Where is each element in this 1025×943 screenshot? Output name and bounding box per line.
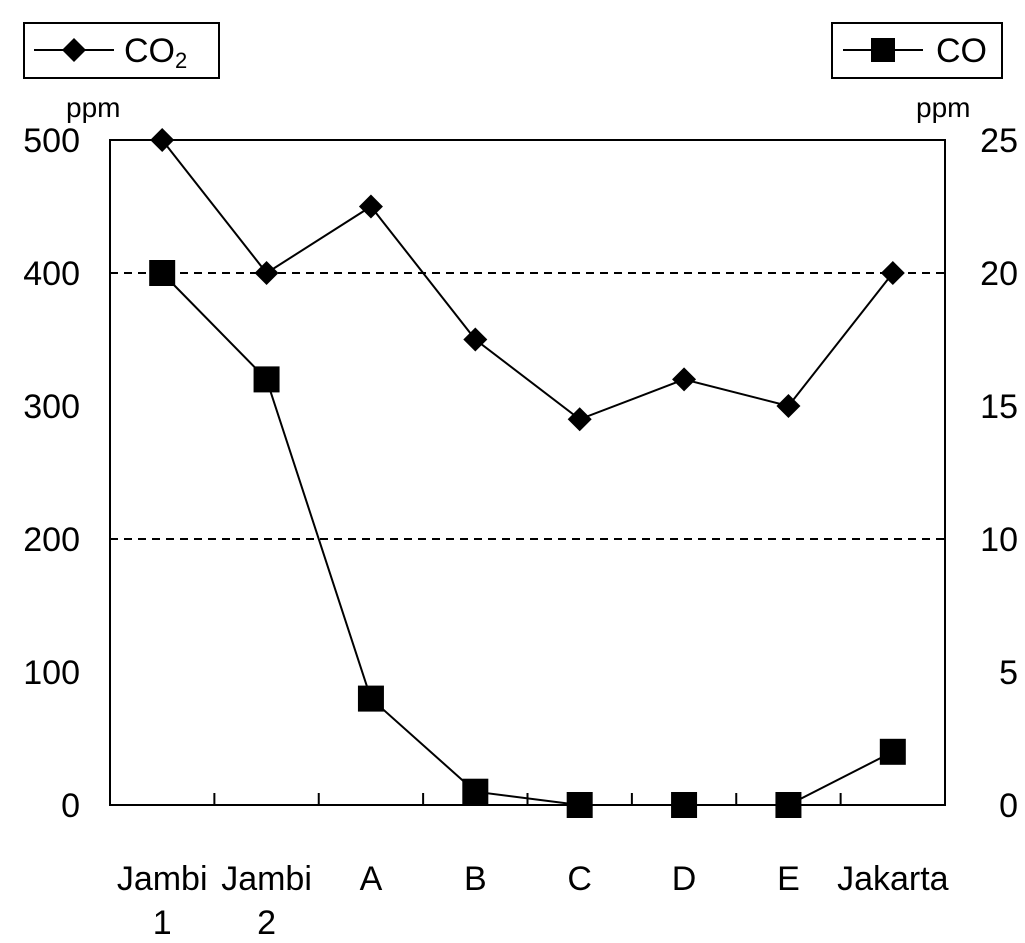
co-point-0 xyxy=(149,260,176,286)
right-tick-label-15: 15 xyxy=(980,388,1018,426)
left-tick-label-400: 400 xyxy=(23,255,80,293)
co-point-4 xyxy=(566,792,593,818)
co-point-1 xyxy=(253,366,280,393)
x-tick-label-line: A xyxy=(360,860,383,898)
x-tick-label-line: 2 xyxy=(257,904,276,942)
series-co2-line xyxy=(161,139,894,421)
x-tick-label-1: Jambi 2 xyxy=(221,860,312,942)
legend-co-square-marker xyxy=(871,38,895,62)
x-tick-label-line: E xyxy=(777,860,800,898)
x-tick-label-5: D xyxy=(672,860,697,898)
right-axis-unit: ppm xyxy=(916,92,970,123)
x-tick-label-0: Jambi 1 xyxy=(117,860,208,942)
left-axis-unit: ppm xyxy=(66,92,120,123)
left-tick-label-100: 100 xyxy=(23,654,80,692)
right-tick-label-25: 25 xyxy=(980,122,1018,160)
co-point-7 xyxy=(879,738,906,765)
co2-point-2 xyxy=(358,194,383,219)
right-axis: 0 5 10 15 20 25 xyxy=(980,122,1018,825)
x-tick-label-line: C xyxy=(567,860,592,898)
x-tick-label-line: D xyxy=(672,860,697,898)
right-tick-label-0: 0 xyxy=(999,787,1018,825)
legend-co-label: CO xyxy=(936,32,987,70)
legend-co2-diamond-marker xyxy=(62,38,86,62)
x-tick-label-4: C xyxy=(567,860,592,898)
co-point-6 xyxy=(775,792,802,818)
co2-point-0 xyxy=(150,128,175,152)
co-point-5 xyxy=(671,792,698,818)
x-tick-label-line: B xyxy=(464,860,487,898)
series-co xyxy=(149,260,906,818)
legend-co2-label-sub: 2 xyxy=(175,48,187,73)
legend-co2-label-main: CO xyxy=(124,32,175,70)
right-tick-label-5: 5 xyxy=(999,654,1018,692)
x-tick-label-3: B xyxy=(464,860,487,898)
right-tick-label-20: 20 xyxy=(980,255,1018,293)
gridlines xyxy=(110,272,945,540)
co2-point-4 xyxy=(567,407,592,432)
x-axis: Jambi 1 Jambi 2 A B C D E Jakarta xyxy=(117,793,949,942)
series-co2 xyxy=(150,128,905,432)
x-tick-label-2: A xyxy=(360,860,383,898)
x-tick-label-line: Jambi xyxy=(117,860,208,898)
x-tick-label-7: Jakarta xyxy=(837,860,949,898)
left-tick-label-500: 500 xyxy=(23,122,80,160)
x-tick-label-6: E xyxy=(777,860,800,898)
co-point-3 xyxy=(462,778,489,805)
x-tick-label-line: 1 xyxy=(153,904,172,942)
legend-co2: CO2 xyxy=(23,22,220,79)
left-tick-label-200: 200 xyxy=(23,521,80,559)
co2-point-1 xyxy=(254,261,279,285)
co-point-2 xyxy=(357,685,384,712)
right-tick-label-10: 10 xyxy=(980,521,1018,559)
co2-point-5 xyxy=(672,367,697,392)
left-axis: 0 100 200 300 400 500 xyxy=(23,122,80,825)
co2-point-3 xyxy=(463,327,488,352)
left-tick-label-300: 300 xyxy=(23,388,80,426)
series-co-line xyxy=(161,272,894,806)
co2-point-6 xyxy=(776,394,801,418)
co2-point-7 xyxy=(880,261,905,285)
legend-co2-label: CO2 xyxy=(124,32,187,73)
x-tick-label-line: Jakarta xyxy=(837,860,949,898)
plot-area-frame xyxy=(109,139,946,806)
left-tick-label-0: 0 xyxy=(61,787,80,825)
x-tick-label-line: Jambi xyxy=(221,860,312,898)
legend-co: CO xyxy=(831,22,1003,79)
